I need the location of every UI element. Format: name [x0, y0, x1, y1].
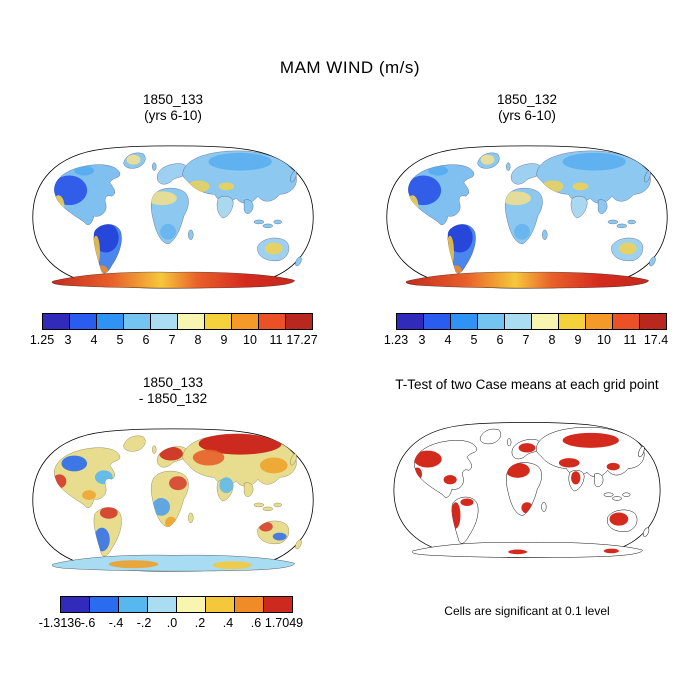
colorbar-label: 1.7049 [264, 615, 304, 630]
case1-years: (yrs 6-10) [144, 108, 202, 124]
colorbar-segment [124, 313, 151, 329]
colorbar-label: 6 [496, 332, 504, 347]
colorbar-label: 1.25 [29, 332, 55, 347]
colorbar-label: 5 [470, 332, 478, 347]
panel-case1-title: 1850_133 (yrs 6-10) [8, 92, 338, 125]
colorbar-segment [206, 596, 235, 612]
colorbar-label: 5 [116, 332, 124, 347]
colorbar-label: .0 [166, 615, 178, 630]
colorbar-label: 17.4 [643, 332, 669, 347]
colorbar-segment [90, 596, 119, 612]
colorbar-segment [478, 313, 505, 329]
colorbar-segment [43, 313, 70, 329]
colorbar-segment [177, 596, 206, 612]
colorbar-label: .2 [194, 615, 206, 630]
colorbar-segment [148, 596, 177, 612]
case2-name: 1850_132 [496, 92, 558, 107]
colorbar-label: 10 [597, 332, 611, 347]
diff-name-2: - 1850_132 [138, 391, 208, 407]
colorbar-segment [151, 313, 178, 329]
colorbar-label: 3 [418, 332, 426, 347]
colorbar-label: 3 [64, 332, 72, 347]
colorbar-label: 17.27 [286, 332, 318, 347]
colorbar-segment [532, 313, 559, 329]
colorbar-label: 9 [574, 332, 582, 347]
panel-ttest-title: T-Test of two Case means at each grid po… [395, 377, 659, 392]
panel-case2: 1850_132 (yrs 6-10) [362, 92, 692, 348]
colorbar-segment [205, 313, 232, 329]
colorbar-segment [232, 313, 259, 329]
colorbar-segment [586, 313, 613, 329]
map-case2 [386, 145, 668, 289]
colorbar-segment [286, 313, 312, 329]
colorbar-label: 8 [548, 332, 556, 347]
colorbar-case1: 1.25 3 4 5 6 7 8 9 10 11 17.27 [30, 312, 318, 348]
case1-name: 1850_133 [142, 92, 204, 107]
colorbar-segment [397, 313, 424, 329]
colorbar-segment [640, 313, 666, 329]
colorbar-label: 4 [90, 332, 98, 347]
colorbar-segment [235, 596, 264, 612]
colorbar-case2: 1.23 3 4 5 6 7 8 9 10 11 17.4 [384, 312, 668, 348]
colorbar-label: .4 [222, 615, 234, 630]
colorbar-label: 4 [444, 332, 452, 347]
colorbar-segment [613, 313, 640, 329]
colorbar-label: -.6 [80, 615, 96, 630]
colorbar-label: 6 [142, 332, 150, 347]
colorbar-label: .6 [250, 615, 262, 630]
diff-name-1: 1850_133 [142, 375, 204, 390]
colorbar-segment [559, 313, 586, 329]
panel-case2-title: 1850_132 (yrs 6-10) [362, 92, 692, 125]
colorbar-segment [505, 313, 532, 329]
case2-years: (yrs 6-10) [498, 108, 556, 124]
panel-diff-title: 1850_133 - 1850_132 [8, 375, 338, 408]
colorbar-segment [178, 313, 205, 329]
map-case1 [32, 145, 314, 289]
colorbar-segment [119, 596, 148, 612]
colorbar-segment [70, 313, 97, 329]
colorbar-label: -.2 [136, 615, 152, 630]
colorbar-segment [451, 313, 478, 329]
colorbar-segment [424, 313, 451, 329]
ttest-caption: Cells are significant at 0.1 level [444, 604, 610, 618]
map-diff [32, 428, 314, 572]
colorbar-label: -.4 [108, 615, 124, 630]
colorbar-label: 1.23 [383, 332, 409, 347]
panel-diff: 1850_133 - 1850_132 [8, 375, 338, 631]
colorbar-segment [259, 313, 286, 329]
colorbar-label: 7 [168, 332, 176, 347]
panel-case1: 1850_133 (yrs 6-10) [8, 92, 338, 348]
colorbar-segment [61, 596, 90, 612]
colorbar-diff: -1.3136 -.6 -.4 -.2 .0 .2 .4 .6 1.7049 [39, 595, 303, 631]
colorbar-label: 7 [522, 332, 530, 347]
colorbar-segment [264, 596, 292, 612]
colorbar-label: 11 [623, 332, 637, 347]
colorbar-label: 8 [194, 332, 202, 347]
colorbar-label: 11 [269, 332, 283, 347]
colorbar-label: 10 [243, 332, 257, 347]
figure-title: MAM WIND (m/s) [279, 58, 421, 77]
colorbar-label: -1.3136 [38, 615, 82, 630]
colorbar-segment [97, 313, 124, 329]
colorbar-label: 9 [220, 332, 228, 347]
panel-ttest: T-Test of two Case means at each grid po… [362, 375, 692, 618]
map-ttest [393, 422, 661, 559]
